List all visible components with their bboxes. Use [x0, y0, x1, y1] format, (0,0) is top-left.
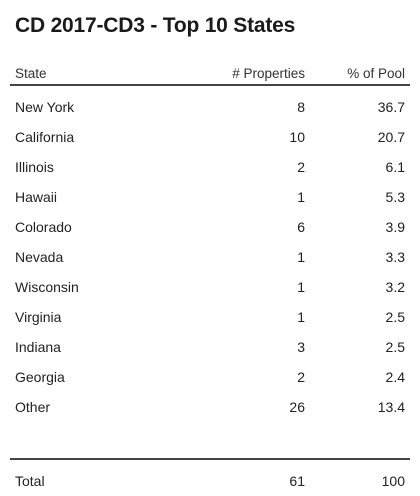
table-row: New York 8 36.7	[10, 92, 410, 122]
pool-cell: 3.3	[385, 249, 405, 265]
state-cell: Hawaii	[15, 189, 58, 205]
table-row: Nevada 1 3.3	[10, 242, 410, 272]
pool-cell: 20.7	[377, 129, 405, 145]
pool-cell: 36.7	[377, 99, 405, 115]
pool-cell: 3.9	[385, 219, 405, 235]
state-cell: Wisconsin	[15, 279, 79, 295]
table-row: Georgia 2 2.4	[10, 362, 410, 392]
properties-cell: 1	[297, 249, 305, 265]
table-row: Colorado 6 3.9	[10, 212, 410, 242]
total-properties: 61	[289, 473, 305, 489]
total-divider	[10, 422, 410, 460]
state-cell: Illinois	[15, 159, 54, 175]
pool-cell: 13.4	[377, 399, 405, 415]
state-cell: Colorado	[15, 219, 72, 235]
state-cell: Other	[15, 399, 51, 415]
total-label: Total	[15, 473, 45, 489]
table-row: Illinois 2 6.1	[10, 152, 410, 182]
pool-cell: 6.1	[385, 159, 405, 175]
table-row: Hawaii 1 5.3	[10, 182, 410, 212]
pool-cell: 3.2	[385, 279, 405, 295]
header-pool: % of Pool	[347, 66, 405, 81]
properties-cell: 3	[297, 339, 305, 355]
state-cell: California	[15, 129, 75, 145]
table-row: Virginia 1 2.5	[10, 302, 410, 332]
properties-cell: 2	[297, 369, 305, 385]
state-cell: New York	[15, 99, 75, 115]
state-cell: Nevada	[15, 249, 64, 265]
table-row: Indiana 3 2.5	[10, 332, 410, 362]
table-row: Other 26 13.4	[10, 392, 410, 422]
properties-cell: 1	[297, 309, 305, 325]
table-row: Wisconsin 1 3.2	[10, 272, 410, 302]
states-table: State # Properties % of Pool New York 8 …	[10, 64, 410, 496]
total-pool: 100	[381, 473, 405, 489]
header-properties: # Properties	[232, 66, 305, 81]
pool-cell: 2.5	[385, 339, 405, 355]
pool-cell: 2.4	[385, 369, 405, 385]
properties-cell: 6	[297, 219, 305, 235]
state-cell: Indiana	[15, 339, 61, 355]
properties-cell: 1	[297, 189, 305, 205]
properties-cell: 10	[289, 129, 305, 145]
state-cell: Virginia	[15, 309, 62, 325]
table-row: California 10 20.7	[10, 122, 410, 152]
header-state: State	[15, 66, 47, 81]
properties-cell: 8	[297, 99, 305, 115]
page-title: CD 2017-CD3 - Top 10 States	[15, 14, 296, 37]
total-row: Total 61 100	[10, 466, 410, 496]
pool-cell: 5.3	[385, 189, 405, 205]
table-header: State # Properties % of Pool	[10, 64, 410, 86]
properties-cell: 1	[297, 279, 305, 295]
table-body: New York 8 36.7 California 10 20.7 Illin…	[10, 86, 410, 422]
pool-cell: 2.5	[385, 309, 405, 325]
properties-cell: 26	[289, 399, 305, 415]
state-cell: Georgia	[15, 369, 65, 385]
properties-cell: 2	[297, 159, 305, 175]
